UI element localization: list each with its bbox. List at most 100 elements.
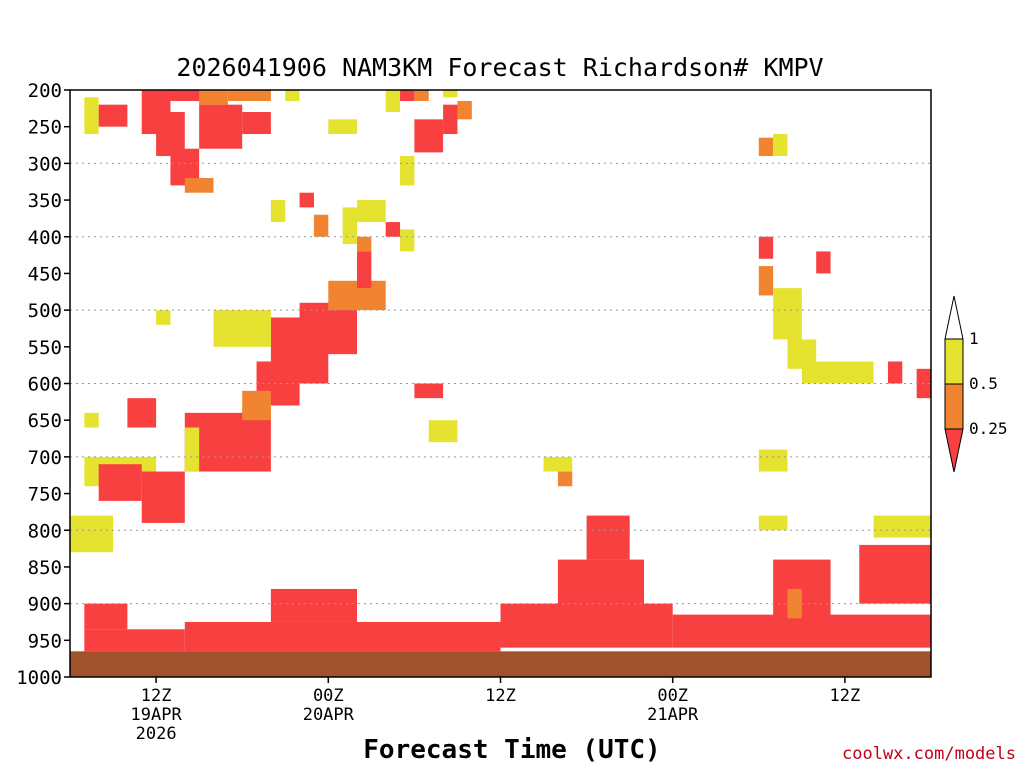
y-tick-label: 700 [28, 447, 62, 469]
y-tick-label: 450 [28, 263, 62, 285]
x-tick-label: 12Z [141, 686, 172, 706]
colorbar-bottom-arrow [944, 428, 964, 473]
y-tick-label: 800 [28, 520, 62, 542]
ri-cell [457, 101, 472, 120]
ri-cell [816, 251, 831, 274]
ri-cell [787, 588, 802, 619]
ri-cell [342, 207, 357, 245]
ri-cell [270, 588, 357, 622]
ri-cell [773, 559, 831, 619]
ri-cell [758, 266, 774, 296]
y-tick-label: 650 [28, 410, 62, 432]
ri-cell [84, 97, 99, 135]
ri-cell [328, 119, 357, 135]
ri-cell [586, 515, 630, 560]
ri-cell [443, 90, 458, 98]
credit-text: coolwx.com/models [842, 744, 1016, 764]
ri-cell [213, 310, 271, 347]
ri-cell [758, 137, 774, 157]
ri-cell [773, 134, 788, 157]
x-tick-label: 12Z [485, 686, 516, 706]
ri-cell [443, 104, 458, 135]
ri-cell [414, 90, 429, 102]
ri-cell [543, 456, 573, 472]
ri-cell [758, 236, 774, 259]
ri-cell [672, 614, 931, 648]
ri-cell [141, 471, 185, 523]
y-tick-label: 950 [28, 630, 62, 652]
colorbar-top-arrow [944, 295, 964, 340]
ri-cell [84, 603, 128, 630]
x-tick-label: 21APR [647, 705, 699, 725]
colorbar-box [944, 338, 964, 385]
ri-cell [156, 310, 171, 325]
ri-cell [313, 214, 329, 237]
ri-cell [98, 104, 128, 127]
plot-area [70, 90, 931, 678]
ri-cell [414, 383, 444, 399]
ri-cell [170, 90, 214, 102]
y-tick-label: 350 [28, 190, 62, 212]
ri-cell [299, 192, 314, 208]
y-tick-label: 600 [28, 374, 62, 396]
ri-cell [270, 200, 286, 223]
colorbar-label: 0.5 [969, 374, 998, 393]
ri-cell [400, 229, 415, 252]
plot-frame [69, 89, 932, 678]
ri-cell [127, 398, 157, 428]
x-tick-label: 20APR [303, 705, 355, 725]
ri-cell [385, 90, 401, 113]
ri-cell [184, 427, 200, 472]
ri-cell [887, 361, 903, 384]
ground-band [70, 651, 931, 677]
ri-cell [98, 464, 142, 501]
x-tick-label: 2026 [136, 724, 177, 744]
colorbar-box [944, 383, 964, 430]
y-tick-label: 900 [28, 594, 62, 616]
y-tick-label: 400 [28, 227, 62, 249]
ri-cell [184, 178, 214, 193]
ri-cell [500, 603, 673, 648]
ri-cell [357, 200, 386, 223]
y-tick-label: 1000 [16, 667, 62, 689]
y-tick-label: 500 [28, 300, 62, 322]
y-tick-label: 850 [28, 557, 62, 579]
ri-cell [385, 222, 401, 237]
chart-title: 2026041906 NAM3KM Forecast Richardson# K… [176, 53, 823, 82]
ri-cell [84, 629, 185, 652]
colorbar: 1 0.5 0.25 [944, 295, 1008, 473]
ri-cell [557, 471, 573, 487]
y-tick-label: 550 [28, 337, 62, 359]
x-tick-label: 19APR [131, 705, 183, 725]
ri-cell [758, 515, 788, 531]
ri-cell [428, 420, 458, 443]
ri-cell [299, 302, 357, 355]
y-tick-label: 200 [28, 80, 62, 102]
ri-cell [600, 522, 630, 538]
colorbar-label: 0.25 [969, 419, 1008, 438]
ri-cell [70, 515, 114, 553]
x-axis-label: Forecast Time (UTC) [363, 735, 660, 765]
ri-cell [199, 104, 243, 149]
ri-cell [184, 621, 501, 652]
ri-cell [414, 119, 444, 153]
ri-cell [357, 236, 372, 252]
ri-cell [199, 90, 228, 105]
ri-cell [227, 90, 271, 102]
ri-cell [400, 90, 415, 102]
x-tick-label: 12Z [830, 686, 861, 706]
ri-cell [242, 112, 271, 135]
colorbar-label: 1 [969, 329, 979, 348]
ri-cell [357, 251, 372, 289]
x-tick-label: 00Z [313, 686, 344, 706]
ri-cell [557, 559, 644, 608]
ri-cell [801, 361, 874, 384]
x-tick-label: 00Z [657, 686, 688, 706]
ri-cell [84, 412, 99, 428]
ri-cell [873, 515, 931, 538]
y-tick-label: 250 [28, 117, 62, 139]
ri-cell [758, 449, 788, 472]
y-tick-label: 750 [28, 484, 62, 506]
